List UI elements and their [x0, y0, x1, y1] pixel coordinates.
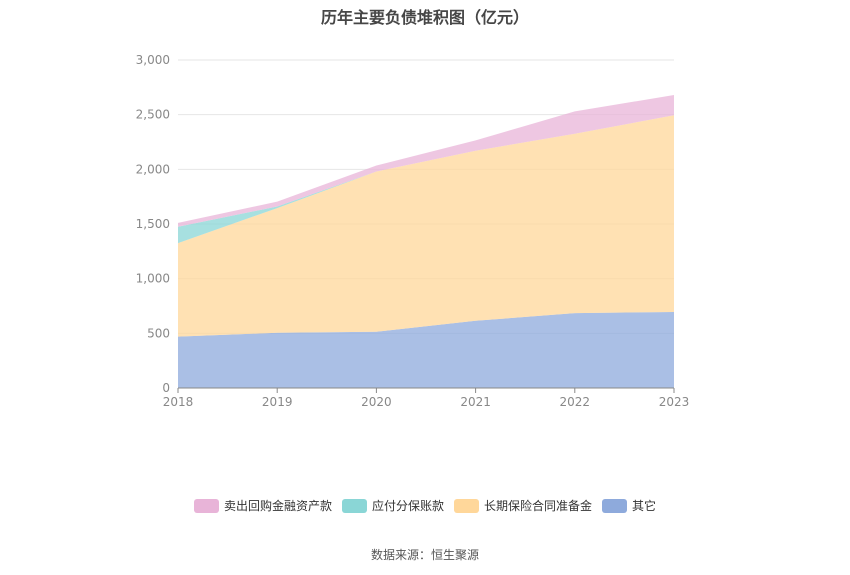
y-tick-label: 2,500 [136, 108, 170, 122]
series-areas [178, 95, 674, 388]
legend-item-其它[interactable]: 其它 [602, 498, 656, 513]
legend-label: 卖出回购金融资产款 [224, 498, 332, 513]
y-tick-label: 2,000 [136, 162, 170, 176]
legend-label: 长期保险合同准备金 [484, 498, 592, 513]
y-tick-label: 1,500 [136, 217, 170, 231]
legend-label: 其它 [632, 498, 656, 513]
area-series-长期保险合同准备金 [178, 115, 674, 337]
legend-swatch [454, 499, 479, 513]
legend-swatch [342, 499, 367, 513]
y-tick-label: 3,000 [136, 53, 170, 67]
x-tick-label: 2022 [560, 395, 591, 409]
legend: 卖出回购金融资产款 应付分保账款 长期保险合同准备金 其它 [194, 498, 656, 513]
x-tick-label: 2023 [659, 395, 690, 409]
y-tick-label: 1,000 [136, 272, 170, 286]
legend-swatch [194, 499, 219, 513]
x-tick-label: 2020 [361, 395, 392, 409]
x-tick-label: 2019 [262, 395, 293, 409]
y-tick-label: 500 [147, 326, 170, 340]
legend-swatch [602, 499, 627, 513]
legend-item-应付分保账款[interactable]: 应付分保账款 [342, 498, 444, 513]
area-series-卖出回购金融资产款 [178, 95, 674, 227]
area-series-其它 [178, 312, 674, 388]
axes: 0 500 1,000 1,500 2,000 2,500 3,000 2018 2019 202… [136, 53, 690, 409]
source-note: 数据来源：恒生聚源 [370, 548, 479, 562]
legend-item-长期保险合同准备金[interactable]: 长期保险合同准备金 [454, 498, 592, 513]
legend-item-卖出回购金融资产款[interactable]: 卖出回购金融资产款 [194, 498, 332, 513]
x-tick-label: 2018 [163, 395, 194, 409]
y-tick-label: 0 [162, 381, 170, 395]
legend-label: 应付分保账款 [372, 498, 444, 513]
x-tick-label: 2021 [460, 395, 491, 409]
chart-title: 历年主要负债堆积图（亿元） [320, 8, 529, 27]
